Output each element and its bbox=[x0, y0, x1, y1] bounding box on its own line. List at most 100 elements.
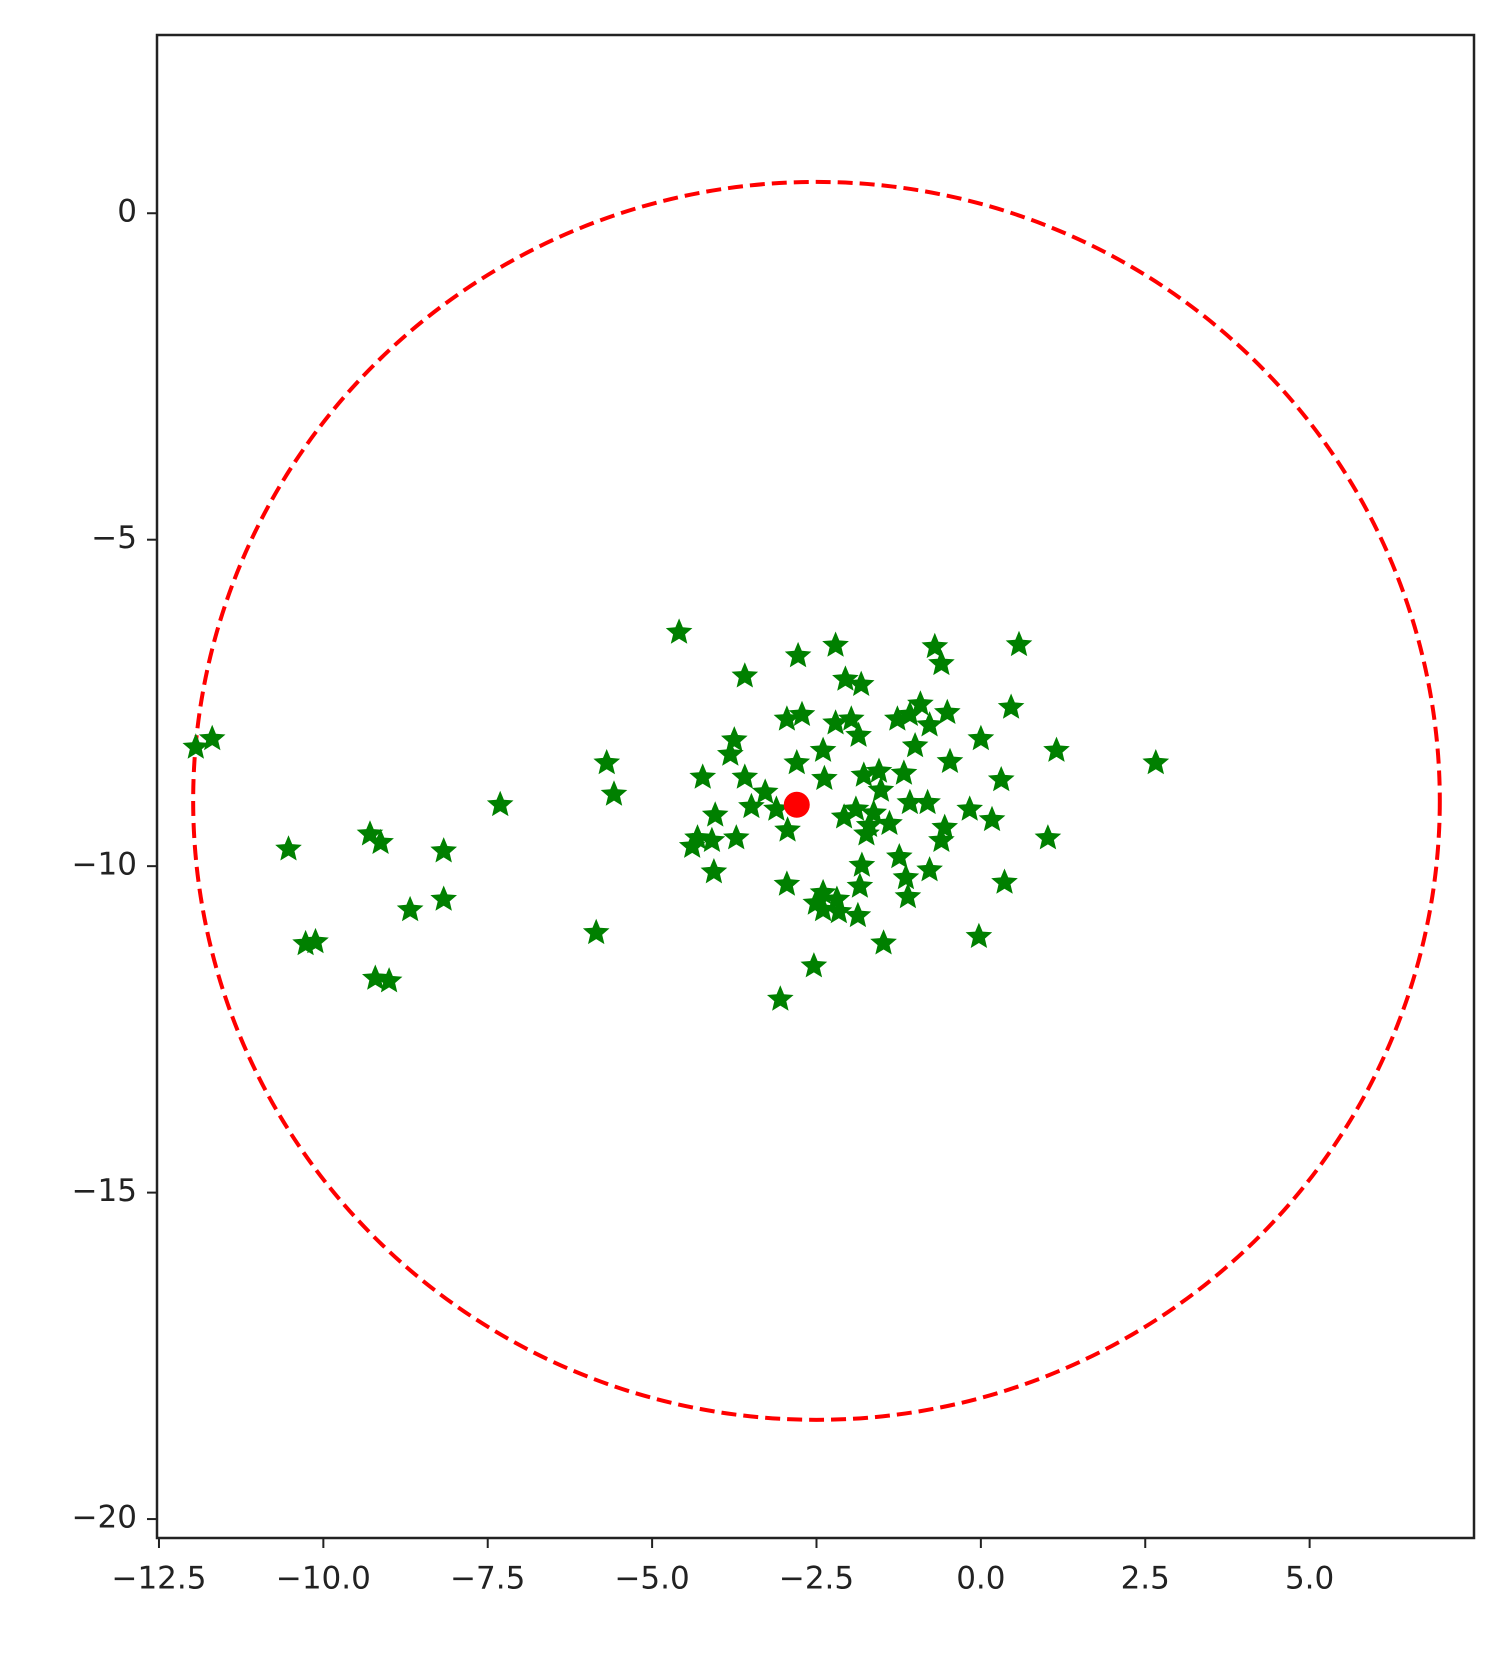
star-point bbox=[965, 922, 993, 948]
star-point bbox=[867, 776, 895, 802]
star-point bbox=[848, 851, 876, 877]
star-point bbox=[809, 736, 837, 762]
star-point bbox=[978, 805, 1006, 832]
star-point bbox=[582, 918, 610, 945]
x-tick-label: −2.5 bbox=[779, 1561, 854, 1597]
star-point bbox=[788, 700, 816, 726]
star-point bbox=[1034, 824, 1062, 850]
star-point bbox=[717, 740, 744, 766]
star-point bbox=[928, 649, 955, 676]
y-tick-label: −10 bbox=[72, 847, 137, 883]
star-point bbox=[921, 632, 949, 659]
center-point bbox=[783, 791, 810, 818]
star-point bbox=[832, 665, 859, 691]
star-point bbox=[738, 792, 765, 819]
star-point bbox=[721, 726, 748, 752]
star-point bbox=[773, 705, 801, 731]
star-point bbox=[896, 700, 924, 726]
star-point bbox=[886, 843, 913, 869]
star-point bbox=[593, 749, 621, 775]
star-point bbox=[896, 788, 924, 815]
star-point bbox=[700, 858, 728, 884]
star-point bbox=[825, 897, 853, 924]
star-point bbox=[931, 813, 958, 839]
star-point bbox=[870, 929, 897, 955]
star-point bbox=[1043, 736, 1070, 762]
star-point bbox=[774, 816, 801, 842]
star-point bbox=[823, 885, 851, 911]
star-point bbox=[302, 927, 329, 954]
star-point bbox=[934, 698, 961, 724]
star-point bbox=[486, 790, 514, 817]
x-tick-label: 5.0 bbox=[1285, 1561, 1334, 1597]
star-point bbox=[987, 766, 1015, 792]
star-point bbox=[865, 757, 893, 783]
star-point bbox=[1005, 630, 1033, 657]
star-point bbox=[830, 803, 858, 829]
star-point bbox=[600, 780, 628, 806]
star-point bbox=[198, 724, 226, 751]
star-point bbox=[876, 809, 903, 835]
star-point bbox=[916, 711, 943, 737]
star-point bbox=[182, 733, 210, 759]
x-tick-label: 0.0 bbox=[956, 1561, 1005, 1597]
star-point bbox=[847, 670, 875, 696]
star-point bbox=[275, 835, 302, 861]
plot-frame bbox=[155, 33, 1476, 1540]
star-point bbox=[916, 856, 943, 882]
star-point bbox=[362, 964, 389, 990]
star-point bbox=[991, 868, 1018, 894]
star-point bbox=[430, 885, 457, 911]
star-point bbox=[430, 837, 457, 863]
star-point bbox=[763, 795, 790, 821]
star-point bbox=[907, 690, 934, 716]
y-tick-label: −15 bbox=[72, 1173, 137, 1209]
star-point bbox=[822, 709, 849, 735]
x-tick-label: −12.5 bbox=[111, 1561, 206, 1597]
y-tick-label: −20 bbox=[72, 1500, 137, 1536]
star-point bbox=[367, 828, 394, 854]
star-point bbox=[892, 863, 920, 890]
star-point bbox=[375, 967, 403, 993]
x-tick-label: 2.5 bbox=[1121, 1561, 1170, 1597]
star-point bbox=[853, 820, 880, 846]
star-point bbox=[731, 763, 759, 789]
star-point bbox=[698, 826, 726, 852]
star-point bbox=[800, 952, 828, 978]
star-point bbox=[1142, 749, 1170, 775]
star-point bbox=[846, 872, 874, 898]
star-point bbox=[894, 882, 922, 909]
star-point bbox=[723, 824, 750, 850]
star-point bbox=[731, 662, 759, 688]
star-point bbox=[396, 895, 424, 922]
star-point bbox=[956, 795, 983, 821]
star-point bbox=[967, 724, 995, 751]
star-point bbox=[822, 631, 849, 657]
star-point bbox=[784, 641, 812, 668]
radius-circle bbox=[191, 179, 1442, 1422]
star-point bbox=[767, 985, 794, 1011]
star-point bbox=[751, 778, 779, 804]
star-point bbox=[901, 732, 929, 758]
star-point bbox=[773, 870, 801, 896]
y-tick-label: 0 bbox=[117, 194, 137, 230]
y-tick-label: −5 bbox=[91, 520, 137, 556]
star-point bbox=[689, 763, 717, 789]
star-point bbox=[701, 801, 729, 827]
star-point bbox=[936, 747, 964, 773]
x-tick-label: −5.0 bbox=[614, 1561, 689, 1597]
star-point bbox=[811, 764, 838, 790]
star-point bbox=[665, 618, 693, 644]
star-point bbox=[844, 901, 872, 928]
star-point bbox=[783, 749, 811, 775]
star-point bbox=[914, 788, 941, 815]
star-point bbox=[997, 693, 1025, 719]
star-point bbox=[809, 895, 837, 922]
x-tick-label: −7.5 bbox=[450, 1561, 525, 1597]
star-point bbox=[845, 721, 872, 747]
star-point bbox=[678, 832, 706, 858]
x-tick-label: −10.0 bbox=[276, 1561, 371, 1597]
star-point bbox=[928, 826, 955, 852]
